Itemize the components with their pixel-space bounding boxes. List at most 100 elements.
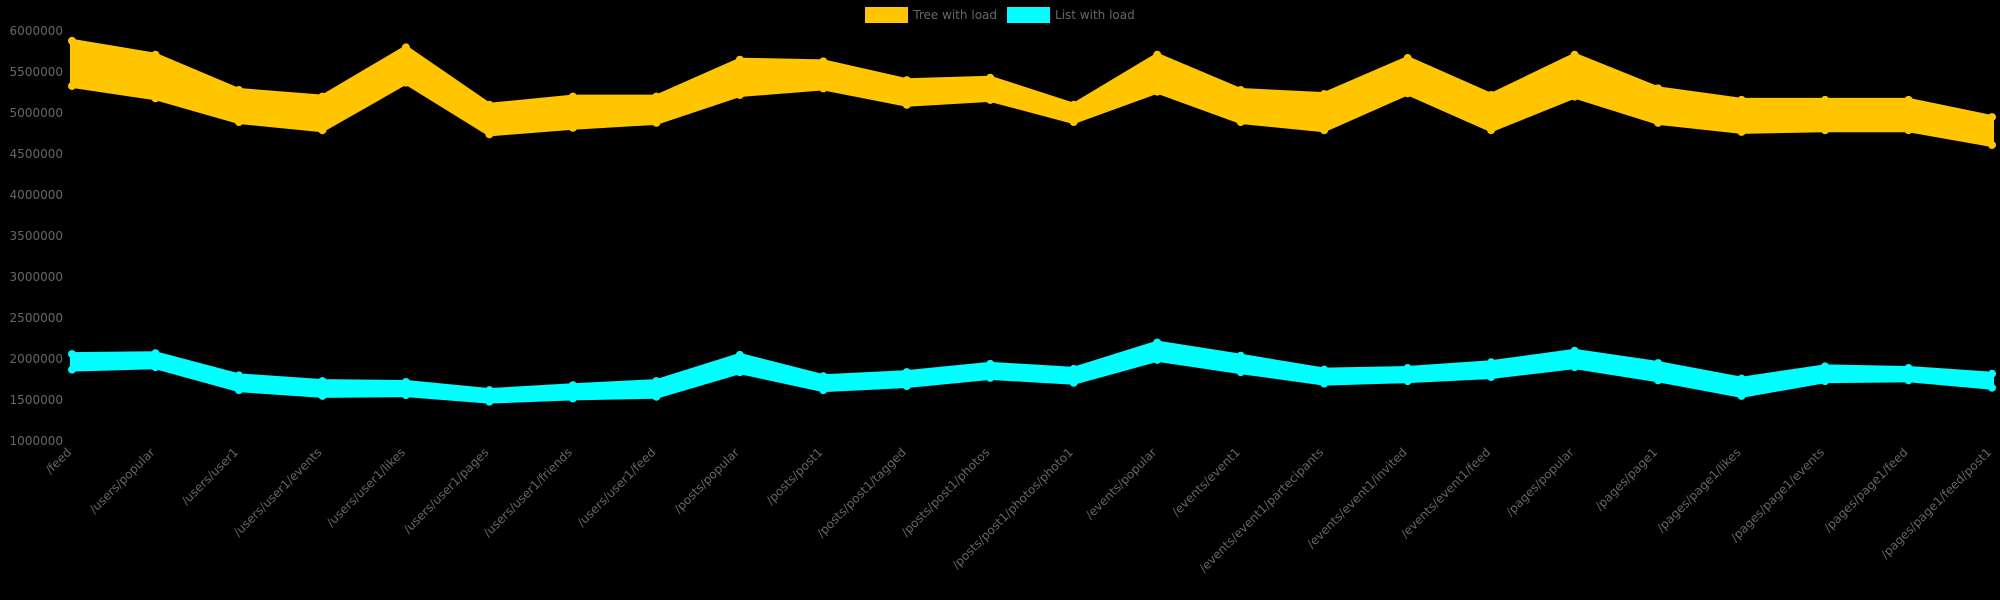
data-point[interactable] xyxy=(318,391,327,400)
data-point[interactable] xyxy=(68,36,76,45)
data-point[interactable] xyxy=(401,43,410,52)
data-point[interactable] xyxy=(986,73,995,82)
data-point[interactable] xyxy=(1821,362,1830,371)
data-point[interactable] xyxy=(902,76,911,85)
data-point[interactable] xyxy=(401,391,410,400)
data-point[interactable] xyxy=(1570,92,1579,101)
data-point[interactable] xyxy=(1236,86,1245,95)
data-point[interactable] xyxy=(1988,140,1996,149)
data-point[interactable] xyxy=(1487,373,1496,382)
data-point[interactable] xyxy=(318,377,327,386)
data-point[interactable] xyxy=(485,130,494,139)
data-point[interactable] xyxy=(68,81,76,90)
data-point[interactable] xyxy=(1320,365,1329,374)
data-point[interactable] xyxy=(986,359,995,368)
data-point[interactable] xyxy=(819,386,828,395)
data-point[interactable] xyxy=(1153,50,1162,59)
data-point[interactable] xyxy=(652,92,661,101)
data-point[interactable] xyxy=(1403,364,1412,373)
data-point[interactable] xyxy=(1654,84,1663,93)
data-point[interactable] xyxy=(1487,90,1496,99)
data-point[interactable] xyxy=(568,394,577,403)
data-point[interactable] xyxy=(1654,376,1663,385)
data-point[interactable] xyxy=(151,94,160,103)
data-point[interactable] xyxy=(234,371,243,380)
data-point[interactable] xyxy=(401,78,410,87)
data-point[interactable] xyxy=(485,100,494,109)
data-point[interactable] xyxy=(234,386,243,395)
data-point[interactable] xyxy=(1320,126,1329,135)
data-point[interactable] xyxy=(902,368,911,377)
data-point[interactable] xyxy=(1403,377,1412,386)
data-point[interactable] xyxy=(1654,118,1663,127)
data-point[interactable] xyxy=(902,100,911,109)
data-point[interactable] xyxy=(1821,95,1830,104)
data-point[interactable] xyxy=(1069,364,1078,373)
data-point[interactable] xyxy=(1236,351,1245,360)
data-point[interactable] xyxy=(986,95,995,104)
data-point[interactable] xyxy=(902,382,911,391)
data-point[interactable] xyxy=(819,57,828,66)
data-point[interactable] xyxy=(735,55,744,64)
data-point[interactable] xyxy=(1988,383,1996,392)
data-point[interactable] xyxy=(1236,368,1245,377)
data-point[interactable] xyxy=(1320,379,1329,388)
data-point[interactable] xyxy=(318,92,327,101)
legend-item-list[interactable]: List with load xyxy=(1007,7,1135,23)
data-point[interactable] xyxy=(318,126,327,135)
data-point[interactable] xyxy=(68,350,76,359)
data-point[interactable] xyxy=(986,373,995,382)
data-point[interactable] xyxy=(1153,87,1162,96)
data-point[interactable] xyxy=(1320,90,1329,99)
data-point[interactable] xyxy=(1737,391,1746,400)
data-point[interactable] xyxy=(485,386,494,395)
data-point[interactable] xyxy=(652,392,661,401)
data-point[interactable] xyxy=(1570,50,1579,59)
data-point[interactable] xyxy=(568,123,577,132)
data-point[interactable] xyxy=(1737,127,1746,136)
data-point[interactable] xyxy=(151,50,160,59)
data-point[interactable] xyxy=(1570,346,1579,355)
data-point[interactable] xyxy=(1487,358,1496,367)
data-point[interactable] xyxy=(568,381,577,390)
data-point[interactable] xyxy=(1988,369,1996,378)
data-point[interactable] xyxy=(151,349,160,358)
data-point[interactable] xyxy=(1904,364,1913,373)
data-point[interactable] xyxy=(1821,377,1830,386)
data-point[interactable] xyxy=(1153,338,1162,347)
data-point[interactable] xyxy=(568,92,577,101)
data-point[interactable] xyxy=(652,118,661,127)
data-point[interactable] xyxy=(1654,359,1663,368)
data-point[interactable] xyxy=(652,377,661,386)
data-point[interactable] xyxy=(1821,126,1830,135)
data-point[interactable] xyxy=(68,365,76,374)
data-point[interactable] xyxy=(735,368,744,377)
data-point[interactable] xyxy=(485,397,494,406)
data-point[interactable] xyxy=(234,86,243,95)
data-point[interactable] xyxy=(401,377,410,386)
data-point[interactable] xyxy=(1403,54,1412,63)
data-point[interactable] xyxy=(1988,113,1996,122)
data-point[interactable] xyxy=(735,350,744,359)
data-point[interactable] xyxy=(1737,95,1746,104)
data-point[interactable] xyxy=(1403,89,1412,98)
data-point[interactable] xyxy=(1904,95,1913,104)
data-point[interactable] xyxy=(819,372,828,381)
data-point[interactable] xyxy=(1069,378,1078,387)
data-point[interactable] xyxy=(735,90,744,99)
data-point[interactable] xyxy=(1570,363,1579,372)
data-point[interactable] xyxy=(1487,126,1496,135)
data-point[interactable] xyxy=(819,84,828,93)
data-point[interactable] xyxy=(151,363,160,372)
data-point[interactable] xyxy=(1904,126,1913,135)
data-point[interactable] xyxy=(1236,118,1245,127)
legend-item-tree[interactable]: Tree with load xyxy=(865,7,997,23)
x-tick-label: /users/user1/feed xyxy=(574,445,658,529)
data-point[interactable] xyxy=(1737,374,1746,383)
data-point[interactable] xyxy=(1904,376,1913,385)
data-point[interactable] xyxy=(1069,100,1078,109)
data-point[interactable] xyxy=(1153,355,1162,364)
data-point[interactable] xyxy=(1069,118,1078,127)
data-point[interactable] xyxy=(234,118,243,127)
